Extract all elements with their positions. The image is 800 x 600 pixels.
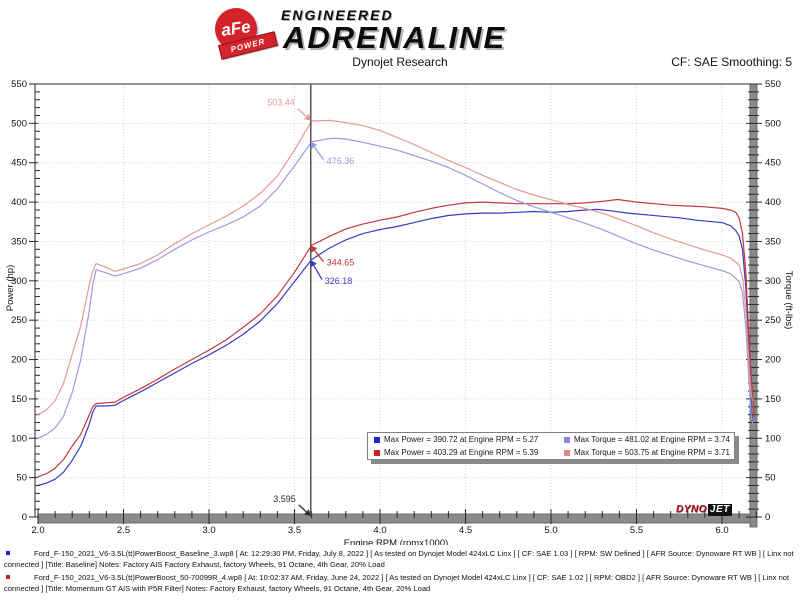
y-range-bar[interactable] [749,83,758,528]
legend-label: Max Power = 403.29 at Engine RPM = 5.39 [384,448,539,457]
curve-torque_baseline [37,137,754,439]
legend-swatch-red [374,449,380,456]
power-axis-tick-label: 100 [11,433,27,444]
power-axis-tick-label: 400 [11,197,27,208]
power-axis-tick-label: 350 [11,236,27,247]
rpm-axis-tick-label: 2.0 [31,525,44,536]
annotation-arrowhead [303,113,311,121]
legend-swatch-lightred [564,449,570,456]
annotation-arrowhead [310,245,318,253]
legend-swatch-lightblue [564,436,570,443]
cf-smoothing-label: CF: SAE Smoothing: 5 [671,55,792,69]
annotation-arrow [313,146,325,160]
run-note-text: Ford_F-150_2021_V6-3.5L(tt)PowerBoost_Ba… [4,549,794,570]
legend-box: Max Power = 390.72 at Engine RPM = 5.27 … [367,432,735,460]
legend-item: Max Power = 390.72 at Engine RPM = 5.27 [368,435,558,444]
run-note-text: Ford_F-150_2021_V6-3.5L(tt)PowerBoost_50… [4,572,790,594]
torque-axis-tick-label: 250 [765,315,781,326]
power-axis-tick-label: 450 [11,158,27,169]
annotation-label-344.65: 344.65 [327,258,355,268]
run2-bullet-icon [6,574,10,579]
page-title: Dynojet Research [352,55,448,69]
annotation-arrow [297,108,307,118]
legend-item: Max Torque = 481.02 at Engine RPM = 3.74 [558,435,734,444]
rpm-axis-tick-label: 6.0 [715,525,728,536]
power-axis-tick-label: 550 [11,79,27,90]
legend-item: Max Torque = 503.75 at Engine RPM = 3.71 [558,448,734,457]
torque-axis-tick-label: 200 [765,355,781,366]
power-axis-tick-label: 50 [16,473,27,484]
run-note-momentum: Ford_F-150_2021_V6-3.5L(tt)PowerBoost_50… [4,572,796,595]
dynojet-logo-dyno: DYNO [676,504,707,515]
dynojet-logo-jet: JET [707,504,732,516]
rpm-axis-tick-label: 3.0 [202,525,215,536]
torque-axis-tick-label: 550 [765,79,781,90]
annotation-label-503.44: 503.44 [267,98,295,108]
torque-axis-tick-label: 400 [765,197,781,208]
annotation-label-326.18: 326.18 [325,276,353,286]
torque-axis-tick-label: 50 [765,473,776,484]
power-axis-tick-label: 250 [11,315,27,326]
curve-power_baseline [37,208,754,487]
run-note-baseline: Ford_F-150_2021_V6-3.5L(tt)PowerBoost_Ba… [4,548,796,571]
power-axis-tick-label: 300 [11,276,27,287]
adrenaline-text: ADRENALINE [283,20,507,55]
annotation-arrowhead [310,141,318,149]
afe-power-logo: aFe POWER ENGINEERED ADRENALINE [212,5,593,60]
power-axis-tick-label: 200 [11,355,27,366]
torque-axis-tick-label: 150 [765,394,781,405]
rpm-axis-title: Engine RPM (rpmx1000) [344,538,449,545]
annotation-arrowhead [303,509,311,516]
rpm-axis-tick-label: 2.5 [117,525,130,536]
dyno-chart[interactable]: 0 0 50 50 100 100 150 150 200 200 250 250 300 300 350 3… [0,0,800,545]
legend-item: Max Power = 403.29 at Engine RPM = 5.39 [368,448,558,457]
annotation-label-476.36: 476.36 [327,156,355,166]
legend-swatch-blue [374,436,380,443]
power-axis-title: Power (hp) [5,265,16,311]
rpm-axis-tick-label: 3.5 [288,525,301,536]
power-axis-tick-label: 500 [11,118,27,129]
torque-axis-tick-label: 500 [765,118,781,129]
curve-power_new [37,198,756,478]
engineered-text: ENGINEERED [281,7,394,23]
run-notes: Ford_F-150_2021_V6-3.5L(tt)PowerBoost_Ba… [0,548,800,596]
dynojet-logo: DYNO JET [676,504,732,516]
rpm-axis-tick-label: 4.0 [373,525,386,536]
annotation-arrow [313,249,325,263]
torque-axis-tick-label: 350 [765,236,781,247]
torque-axis-tick-label: 300 [765,276,781,287]
annotation-arrow [298,504,307,513]
rpm-axis-tick-label: 5.5 [630,525,643,536]
curve-torque_new [37,119,754,416]
annotation-label-3.595: 3.595 [273,494,296,504]
legend-label: Max Torque = 481.02 at Engine RPM = 3.74 [574,435,730,444]
torque-axis-tick-label: 450 [765,158,781,169]
run1-bullet-icon [6,551,10,555]
power-axis-tick-label: 150 [11,394,27,405]
annotation-arrow [313,265,323,280]
rpm-axis-tick-label: 5.0 [544,525,557,536]
torque-axis-tick-label: 100 [765,433,781,444]
power-axis-tick-label: 0 [22,512,27,523]
annotation-arrowhead [310,260,317,268]
legend-label: Max Power = 390.72 at Engine RPM = 5.27 [384,435,539,444]
torque-axis-tick-label: 0 [765,512,770,523]
torque-axis-title: Torque (ft-lbs) [783,271,794,330]
rpm-axis-tick-label: 4.5 [459,525,472,536]
report-header: aFe POWER ENGINEERED ADRENALINE Dynojet … [0,0,800,78]
legend-label: Max Torque = 503.75 at Engine RPM = 3.71 [574,448,730,457]
